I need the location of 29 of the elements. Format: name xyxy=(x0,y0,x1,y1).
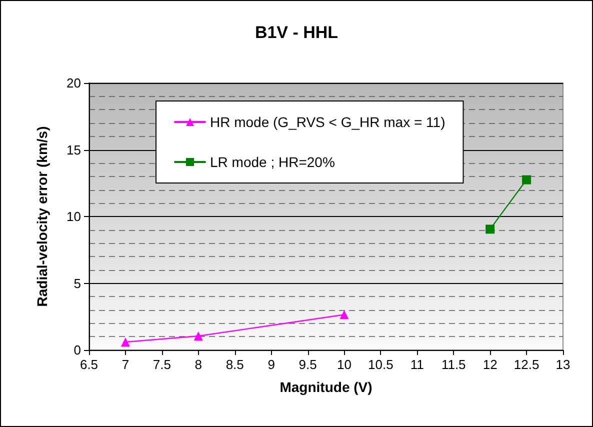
x-tick-label: 7 xyxy=(122,357,130,372)
legend-label: HR mode (G_RVS < G_HR max = 11) xyxy=(210,114,446,130)
x-tick-label: 6.5 xyxy=(80,357,98,372)
x-axis-title: Magnitude (V) xyxy=(280,379,372,395)
point xyxy=(194,331,203,340)
y-tick-label: 15 xyxy=(66,142,81,158)
x-tick-label: 12 xyxy=(482,357,498,372)
point xyxy=(120,337,130,346)
y-tick-label: 5 xyxy=(74,276,81,291)
x-tick-label: 7.5 xyxy=(152,357,171,372)
x-tick-label: 11.5 xyxy=(441,357,466,372)
x-tick-label: 8 xyxy=(194,357,202,372)
point xyxy=(522,175,532,184)
point xyxy=(340,310,349,320)
chart-title: B1V - HHL xyxy=(254,23,338,42)
y-tick-label: 0 xyxy=(74,342,81,358)
y-tick-label: 20 xyxy=(66,76,81,90)
x-tick-label: 12.5 xyxy=(514,357,540,372)
point xyxy=(486,224,495,234)
y-axis-title: Radial-velocity error (km/s) xyxy=(34,126,50,307)
y-tick-label: 10 xyxy=(66,209,81,224)
x-tick-label: 13 xyxy=(556,357,570,372)
x-tick-label: 9 xyxy=(268,357,275,372)
x-tick-label: 10.5 xyxy=(368,357,394,372)
legend-label: LR mode ; HR=20% xyxy=(210,154,335,170)
x-tick-label: 9.5 xyxy=(298,357,317,372)
x-tick-label: 8.5 xyxy=(226,357,244,372)
x-tick-label: 10 xyxy=(336,357,352,372)
x-tick-label: 11 xyxy=(410,357,424,372)
